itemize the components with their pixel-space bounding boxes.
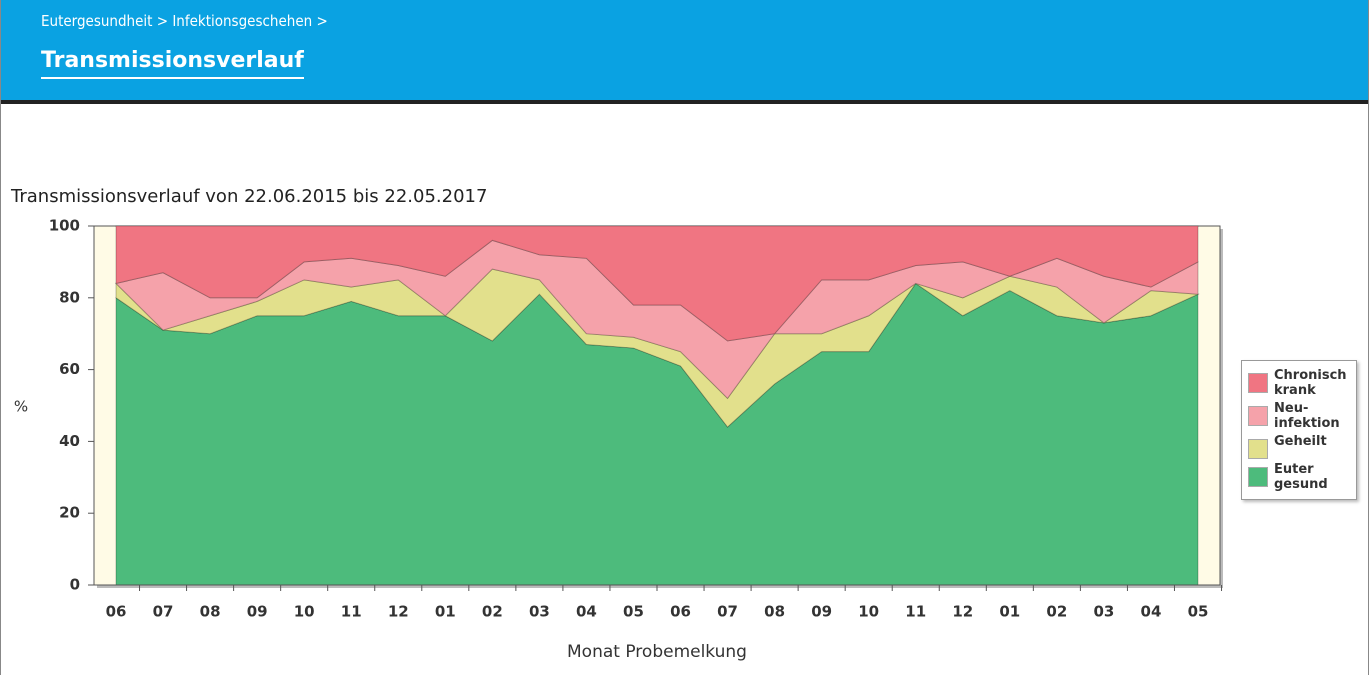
x-tick-label: 07: [717, 603, 738, 621]
x-tick-label: 01: [435, 603, 456, 621]
x-tick-label: 06: [670, 603, 691, 621]
legend-item[interactable]: Geheilt: [1248, 434, 1350, 459]
breadcrumb[interactable]: Eutergesundheit > Infektionsgeschehen >: [41, 12, 328, 30]
y-tick-label: 80: [59, 288, 80, 306]
area: [115, 268, 1200, 428]
x-tick-label: 10: [294, 603, 315, 621]
x-tick-label: 09: [247, 603, 268, 621]
x-tick-label: 08: [764, 603, 785, 621]
page-title: Transmissionsverlauf: [41, 48, 304, 79]
y-tick-label: 0: [70, 576, 80, 594]
x-tick-label: 12: [952, 603, 973, 621]
legend-swatch: [1248, 373, 1268, 393]
y-tick-label: 60: [59, 360, 80, 378]
x-axis-label: Monat Probemelkung: [567, 642, 747, 662]
legend-label: Geheilt: [1274, 434, 1327, 449]
x-tick-label: 10: [858, 603, 879, 621]
y-tick-label: 20: [59, 504, 80, 522]
x-tick-label: 02: [1046, 603, 1067, 621]
legend-label: Euter gesund: [1274, 462, 1328, 492]
x-tick-label: 02: [482, 603, 503, 621]
legend-label: Neu-infektion: [1274, 401, 1340, 431]
y-axis-label: %: [14, 398, 28, 416]
x-tick-label: 04: [1141, 603, 1162, 621]
x-tick-label: 07: [153, 603, 174, 621]
legend-label: Chronisch krank: [1274, 368, 1347, 398]
x-tick-label: 03: [529, 603, 550, 621]
x-tick-label: 11: [341, 603, 362, 621]
area: [115, 225, 1199, 342]
y-tick-label: 40: [59, 432, 80, 450]
legend-swatch: [1248, 406, 1268, 426]
x-tick-label: 09: [811, 603, 832, 621]
x-tick-label: 04: [576, 603, 597, 621]
area: [115, 239, 1199, 400]
x-tick-label: 08: [200, 603, 221, 621]
legend-swatch: [1248, 467, 1268, 487]
x-tick-label: 06: [106, 603, 127, 621]
legend-item[interactable]: Chronisch krank: [1248, 368, 1350, 398]
header: Eutergesundheit > Infektionsgeschehen > …: [1, 0, 1368, 104]
legend-swatch: [1248, 439, 1268, 459]
legend-item[interactable]: Euter gesund: [1248, 462, 1350, 492]
chart-title: Transmissionsverlauf von 22.06.2015 bis …: [10, 186, 487, 207]
x-tick-label: 05: [1188, 603, 1209, 621]
legend-item[interactable]: Neu-infektion: [1248, 401, 1350, 431]
x-tick-label: 01: [999, 603, 1020, 621]
legend: Chronisch krank Neu-infektion Geheilt Euter…: [1241, 360, 1357, 500]
x-tick-label: 11: [905, 603, 926, 621]
x-tick-label: 05: [623, 603, 644, 621]
y-tick-label: 100: [49, 217, 80, 235]
x-tick-label: 03: [1093, 603, 1114, 621]
x-tick-label: 12: [388, 603, 409, 621]
